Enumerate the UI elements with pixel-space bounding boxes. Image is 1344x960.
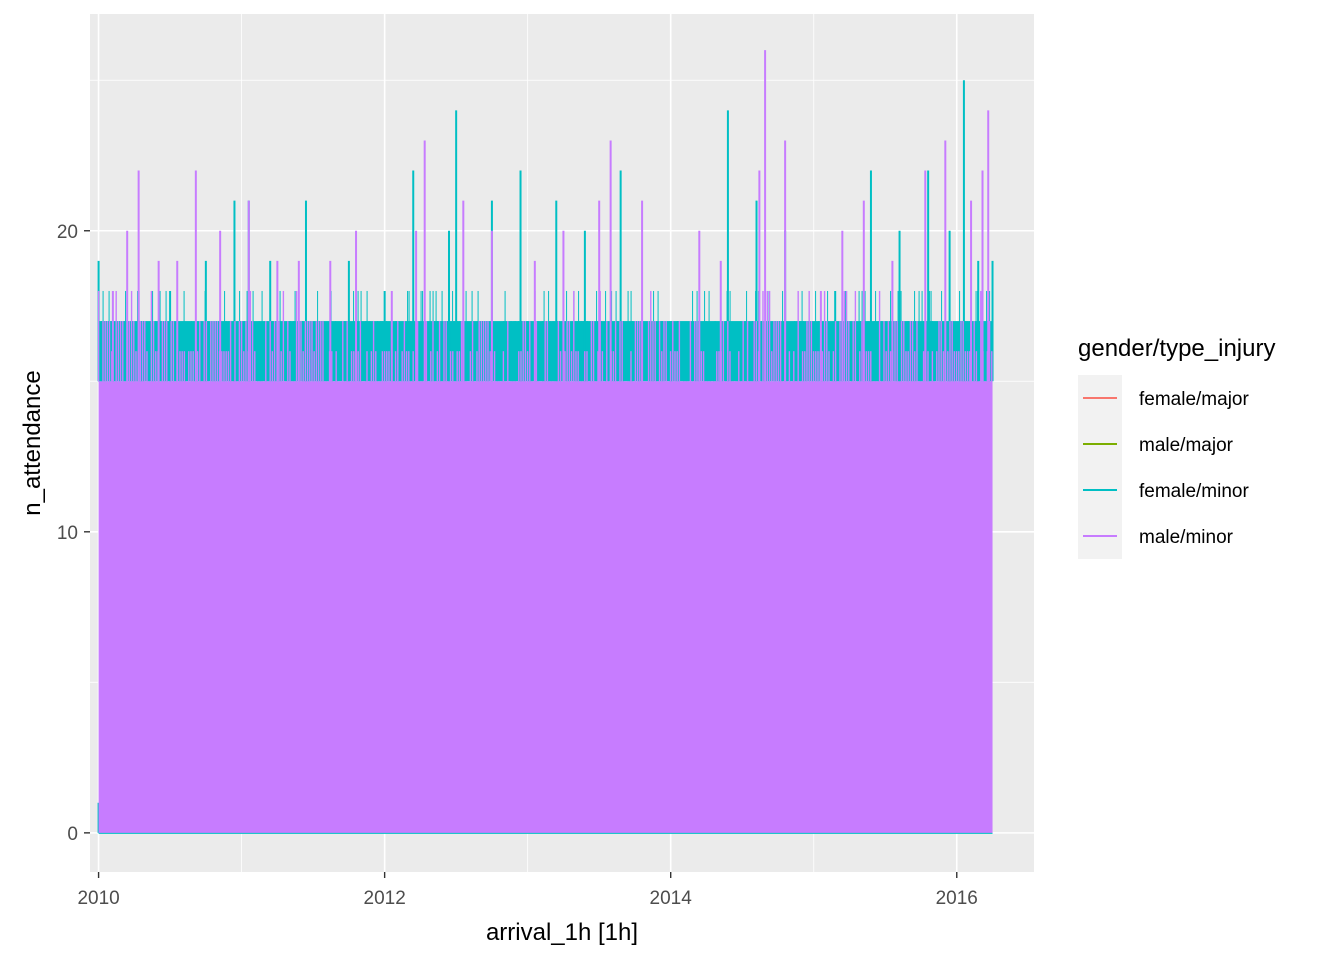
y-axis: 0 10 20 — [57, 222, 90, 845]
legend-entry: male/major — [1078, 421, 1234, 467]
legend-entry: female/minor — [1078, 467, 1249, 513]
x-axis: 2010 2012 2014 2016 — [77, 872, 978, 909]
legend-entry: female/major — [1078, 375, 1249, 421]
x-tick-label: 2010 — [77, 888, 119, 909]
legend-entry: male/minor — [1078, 513, 1234, 559]
series-band-male-minor — [98, 381, 993, 833]
series-male-minor — [97, 50, 993, 382]
x-axis-title: arrival_1h [1h] — [486, 919, 638, 946]
legend-title: gender/type_injury — [1078, 335, 1275, 362]
x-tick-label: 2012 — [364, 888, 406, 909]
y-axis-title: n_attendance — [19, 370, 46, 515]
y-tick-label: 10 — [57, 523, 78, 544]
legend: gender/type_injury female/major male/majo… — [1078, 335, 1275, 559]
legend-label: male/minor — [1139, 527, 1234, 548]
x-tick-label: 2016 — [936, 888, 978, 909]
y-tick-label: 0 — [67, 824, 78, 845]
plot-area — [97, 50, 994, 834]
y-tick-label: 20 — [57, 222, 78, 243]
legend-label: female/major — [1139, 389, 1249, 410]
legend-label: male/major — [1139, 435, 1234, 456]
x-tick-label: 2014 — [650, 888, 693, 909]
legend-label: female/minor — [1139, 481, 1249, 502]
